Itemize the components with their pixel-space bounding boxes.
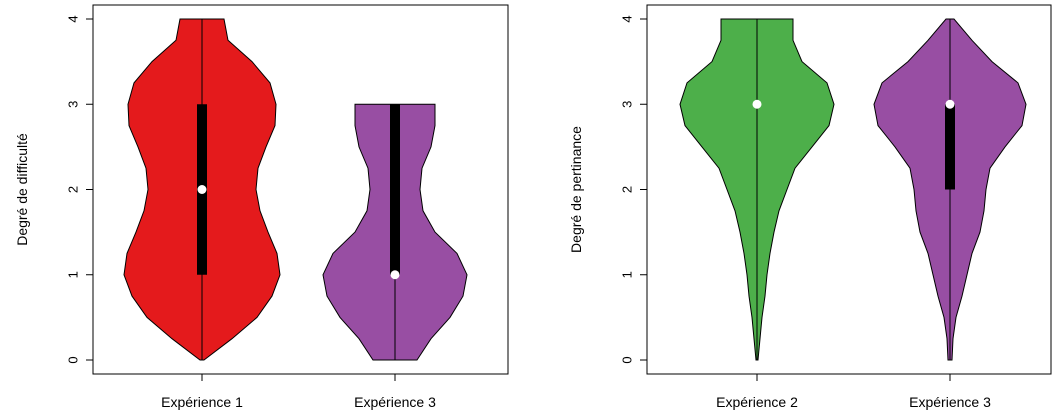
y-tick-label: 3	[66, 101, 81, 108]
x-tick-label-experience-2: Expérience 2	[716, 394, 798, 410]
y-axis-title: Degré de difficulté	[14, 133, 30, 246]
y-tick-label: 2	[66, 186, 81, 193]
y-tick-label: 4	[620, 15, 635, 22]
median-point-experience-3	[390, 270, 400, 280]
difficulty-panel: 0 1 2 3 4 Expérience 1 Expérience 3 Degré de di…	[14, 4, 509, 410]
y-axis-title: Degré de pertinance	[568, 126, 584, 253]
x-tick-label-experience-1: Expérience 1	[161, 394, 243, 410]
y-tick-label: 0	[66, 356, 81, 363]
y-tick-label: 0	[620, 356, 635, 363]
median-point-experience-2	[752, 99, 762, 109]
y-tick-label: 4	[66, 15, 81, 22]
x-tick-label-experience-3: Expérience 3	[354, 394, 436, 410]
median-point-experience-1	[197, 185, 207, 194]
y-tick-label: 1	[620, 271, 635, 278]
relevance-panel: 0 1 2 3 4 Expérience 2 Expérience 3 Degré de pe…	[568, 4, 1052, 410]
y-tick-label: 3	[620, 101, 635, 108]
x-tick-label-experience-3: Expérience 3	[909, 394, 991, 410]
y-tick-label: 1	[66, 271, 81, 278]
y-tick-label: 2	[620, 186, 635, 193]
median-point-experience-3	[945, 99, 955, 109]
iqr-box-experience-3	[390, 104, 400, 275]
iqr-box-experience-3	[945, 104, 955, 190]
